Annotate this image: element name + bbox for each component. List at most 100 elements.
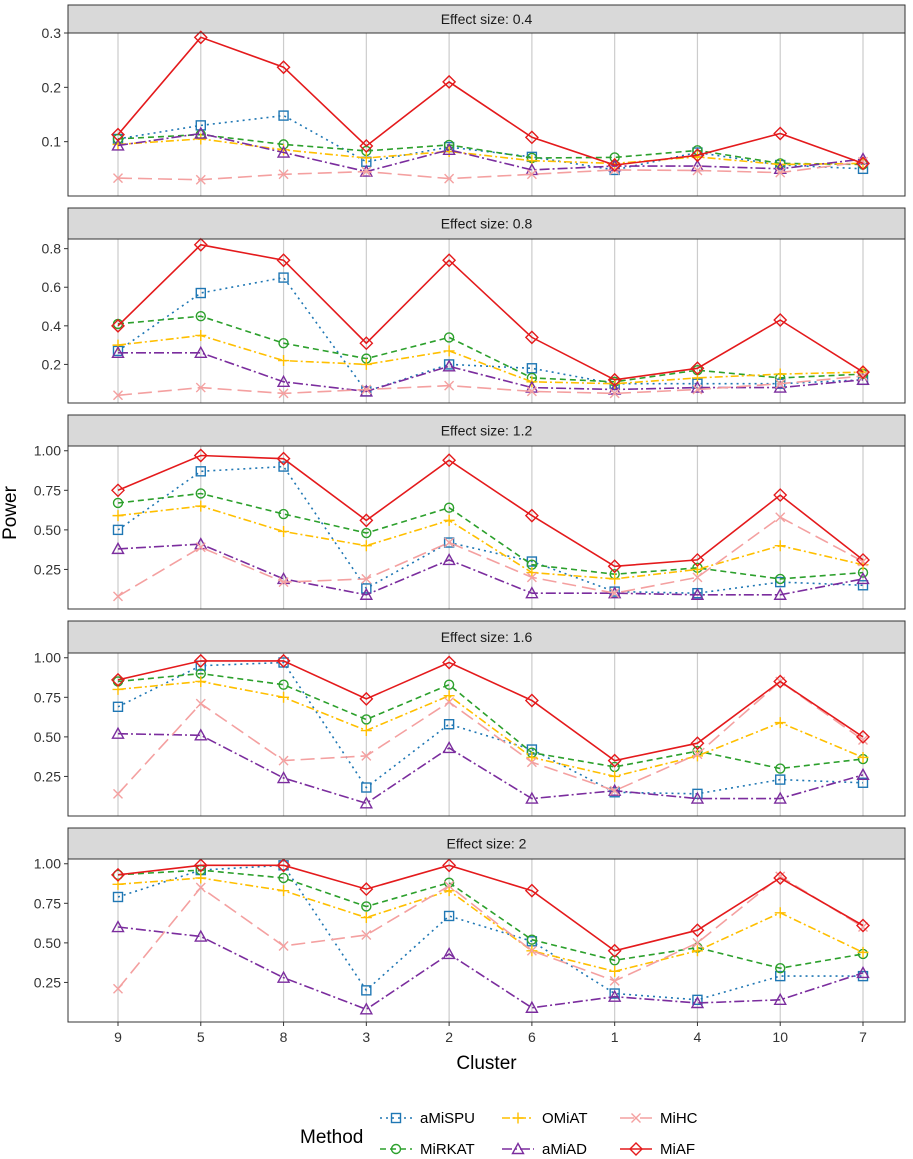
data-point-aMiSPU <box>112 891 124 903</box>
y-tick-label: 0.1 <box>42 134 62 150</box>
data-point-MiHC <box>444 880 455 891</box>
panel-background <box>68 33 905 196</box>
data-point-aMiSPU <box>361 782 372 793</box>
data-point-OMiAT <box>195 675 207 687</box>
data-point-MiRKAT <box>443 502 455 513</box>
data-point-aMiAD <box>194 728 208 741</box>
series-line-MiRKAT <box>117 315 864 383</box>
data-point-MiHC <box>858 735 868 746</box>
data-point-aMiSPU <box>361 583 372 594</box>
data-point-MiAF <box>193 237 208 252</box>
data-point-OMiAT <box>443 885 455 897</box>
data-point-MiRKAT <box>775 763 786 774</box>
data-point-MiHC <box>858 370 868 381</box>
data-point-OMiAT <box>195 329 207 341</box>
panel-title: Effect size: 0.8 <box>441 216 533 232</box>
data-point-OMiAT <box>360 725 372 737</box>
data-point-MiHC <box>692 165 703 176</box>
panel-3: Effect size: 1.2 0.25 0.50 0.75 1.00 <box>34 414 906 610</box>
data-point-MiRKAT <box>195 488 206 499</box>
legend-key-marker <box>629 1142 643 1156</box>
legend-label: MiRKAT <box>420 1141 475 1158</box>
data-point-OMiAT <box>278 525 290 537</box>
x-axis-title: Cluster <box>456 1053 517 1074</box>
y-tick-label: 0.2 <box>42 356 62 372</box>
data-point-MiRKAT <box>775 962 786 974</box>
data-point-aMiAD <box>773 992 787 1006</box>
series-line-aMiAD <box>117 543 864 596</box>
data-point-MiHC <box>609 975 620 986</box>
data-point-MiAF <box>276 451 291 466</box>
panel-2: Effect size: 0.8 0.2 0.4 0.6 0.8 <box>42 207 906 404</box>
data-point-aMiSPU <box>195 466 206 477</box>
data-point-aMiAD <box>276 771 291 784</box>
series-line-MiRKAT <box>117 869 864 970</box>
data-point-OMiAT <box>360 358 372 370</box>
data-point-MiHC <box>195 542 206 553</box>
x-tick-label: 2 <box>445 1029 453 1045</box>
series-line-MiAF <box>117 36 864 166</box>
legend-item-MiAF: MiAF <box>620 1141 695 1158</box>
y-tick-label: 1.00 <box>34 443 61 459</box>
panel-strip <box>67 620 906 654</box>
data-point-MiAF <box>111 483 125 498</box>
panel-title: Effect size: 1.6 <box>441 629 533 645</box>
data-point-MiHC <box>195 382 206 393</box>
data-point-OMiAT <box>443 690 455 702</box>
data-point-MiAF <box>524 693 539 708</box>
data-point-aMiSPU <box>775 576 786 588</box>
data-point-MiAF <box>193 30 208 45</box>
y-tick-label: 0.75 <box>34 895 61 911</box>
data-point-MiAF <box>856 918 870 933</box>
data-point-OMiAT <box>278 885 290 897</box>
data-point-aMiSPU <box>857 777 869 788</box>
data-point-aMiSPU <box>112 701 124 713</box>
data-point-MiAF <box>359 139 374 154</box>
data-point-aMiAD <box>856 767 870 781</box>
y-tick-label: 0.8 <box>42 241 62 257</box>
y-tick-label: 1.00 <box>34 650 61 666</box>
data-point-OMiAT <box>609 965 621 977</box>
panel-strip <box>67 207 906 240</box>
data-point-MiAF <box>524 130 539 145</box>
legend-item-aMiSPU: aMiSPU <box>380 1110 475 1127</box>
data-point-MiAF <box>111 867 125 882</box>
y-tick-label: 1.00 <box>34 856 61 872</box>
data-point-aMiAD <box>276 970 291 983</box>
data-point-MiAF <box>773 488 788 503</box>
series-line-aMiAD <box>117 132 864 173</box>
legend-key-marker <box>390 1143 402 1155</box>
data-point-OMiAT <box>195 500 207 512</box>
series-line-MiRKAT <box>117 133 864 166</box>
data-point-MiAF <box>607 943 622 958</box>
data-point-MiAF <box>690 148 705 163</box>
panel-border <box>67 32 906 197</box>
data-point-OMiAT <box>526 567 538 579</box>
data-point-aMiAD <box>111 345 125 359</box>
data-point-MiRKAT <box>775 573 786 585</box>
data-point-aMiAD <box>442 359 456 372</box>
y-tick-label: 0.4 <box>42 318 62 334</box>
data-point-aMiAD <box>359 587 374 600</box>
legend-title: Method <box>300 1127 363 1148</box>
y-tick-label: 0.6 <box>42 279 62 295</box>
data-point-MiHC <box>195 698 206 709</box>
y-tick-label: 0.50 <box>34 935 61 951</box>
data-point-MiAF <box>276 60 291 75</box>
data-point-aMiSPU <box>278 110 289 121</box>
legend-key-marker <box>511 1142 525 1155</box>
data-point-MiHC <box>113 591 123 602</box>
legend-item-OMiAT: OMiAT <box>502 1110 588 1127</box>
series-line-aMiAD <box>117 732 864 805</box>
y-tick-label: 0.2 <box>42 79 62 95</box>
data-point-MiAF <box>442 453 457 468</box>
data-point-MiHC <box>692 937 703 948</box>
data-point-aMiAD <box>111 726 125 739</box>
data-point-aMiAD <box>359 384 374 397</box>
data-point-MiAF <box>442 253 457 268</box>
panel-border <box>67 445 906 610</box>
data-point-MiAF <box>276 653 291 668</box>
legend: Method aMiSPU OMiAT MiHC MiRKAT aMiAD MiAF <box>300 1110 698 1158</box>
data-point-MiHC <box>775 167 786 178</box>
data-point-MiHC <box>444 697 455 708</box>
